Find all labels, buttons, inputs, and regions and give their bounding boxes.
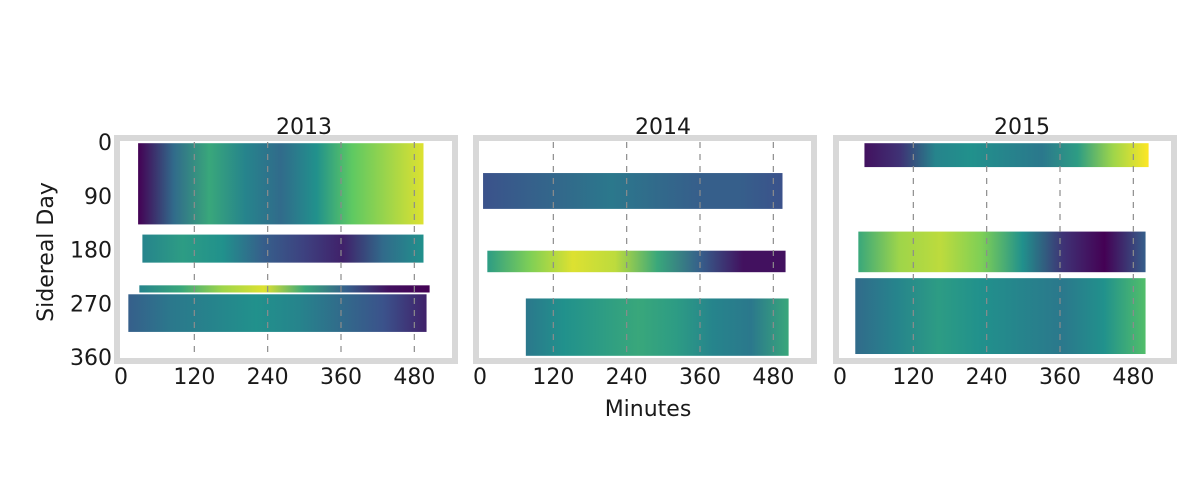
heatmap-block-2013-4 <box>128 294 427 332</box>
x-tick-label-2013-480: 480 <box>393 365 435 390</box>
x-tick-label-2013-240: 240 <box>247 365 289 390</box>
x-tick-label-2015-360: 360 <box>1039 365 1081 390</box>
heatmap-block-2014-3 <box>525 298 789 356</box>
x-tick-label-2014-360: 360 <box>679 365 721 390</box>
x-tick-label-2014-240: 240 <box>606 365 648 390</box>
y-axis-label: Sidereal Day <box>34 182 59 322</box>
heatmap-blocks-2015 <box>855 143 1149 355</box>
x-tick-label-2013-120: 120 <box>173 365 215 390</box>
x-tick-label-2015-480: 480 <box>1112 365 1154 390</box>
x-tick-label-2014-0: 0 <box>473 365 487 390</box>
plot-frame-2014 <box>473 135 817 364</box>
x-tick-label-2015-120: 120 <box>892 365 934 390</box>
y-tick-label-90: 90 <box>84 185 112 210</box>
heatmap-block-2015-2 <box>858 231 1146 273</box>
x-tick-labels-2015: 0 120 240 360 480 <box>833 365 1154 390</box>
x-tick-label-2015-0: 0 <box>833 365 847 390</box>
y-tick-label-360: 360 <box>70 346 112 371</box>
heatmap-block-2013-1 <box>138 143 424 225</box>
heatmap-block-2014-1 <box>483 173 783 209</box>
x-tick-labels-2013: 0 120 240 360 480 <box>114 365 435 390</box>
plot-frame-2013 <box>114 135 458 364</box>
y-tick-label-270: 270 <box>70 292 112 317</box>
x-tick-label-2013-0: 0 <box>114 365 128 390</box>
x-tick-label-2013-360: 360 <box>320 365 362 390</box>
panel-2014: 2014 0 120 240 360 480 Minutes <box>473 115 817 422</box>
plot-frame-2015 <box>833 135 1177 364</box>
y-tick-labels-2013: 0 90 180 270 360 <box>70 131 112 371</box>
y-tick-label-180: 180 <box>70 239 112 264</box>
x-tick-label-2015-240: 240 <box>966 365 1008 390</box>
heatmap-block-2015-1 <box>864 143 1149 168</box>
heatmap-block-2015-3 <box>855 278 1146 355</box>
heatmap-block-2014-2 <box>487 250 786 273</box>
heatmap-block-2013-2 <box>142 234 424 263</box>
x-axis-label: Minutes <box>605 397 692 422</box>
panel-2015: 2015 0 120 240 360 480 <box>833 115 1177 390</box>
heatmap-block-2013-3 <box>139 285 430 293</box>
y-tick-label-0: 0 <box>98 131 112 156</box>
heatmap-blocks-2013 <box>128 143 430 332</box>
heatmap-blocks-2014 <box>483 173 789 356</box>
x-tick-labels-2014: 0 120 240 360 480 <box>473 365 794 390</box>
x-tick-label-2014-120: 120 <box>532 365 574 390</box>
x-tick-label-2014-480: 480 <box>752 365 794 390</box>
